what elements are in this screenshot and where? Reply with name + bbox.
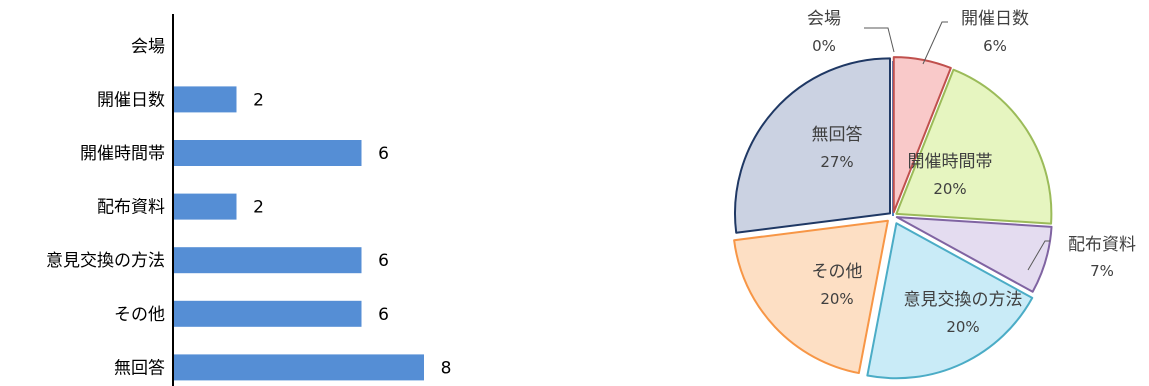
slice-percent-label: 7% — [1090, 262, 1114, 280]
category-tick-label: 開催日数 — [97, 90, 165, 110]
bar — [174, 354, 424, 381]
leader-line — [864, 27, 895, 53]
bar — [174, 140, 362, 166]
slice-category-label: 配布資料 — [1068, 235, 1136, 255]
pie-slice — [895, 68, 1053, 225]
data-label: 6 — [378, 305, 389, 325]
data-label: 8 — [441, 358, 452, 378]
slice-percent-label: 20% — [933, 180, 966, 198]
category-tick-label: 配布資料 — [97, 198, 165, 218]
pie-slice — [892, 56, 952, 214]
pie-slice — [895, 216, 1053, 293]
slice-category-label: 開催時間帯 — [908, 152, 993, 172]
data-label: 6 — [378, 144, 389, 164]
slice-percent-label: 20% — [820, 290, 853, 308]
slice-category-label: 無回答 — [812, 125, 863, 145]
slice-category-label: 意見交換の方法 — [904, 290, 1023, 310]
data-label: 2 — [253, 198, 264, 218]
slice-percent-label: 27% — [820, 153, 853, 171]
slice-percent-label: 20% — [946, 318, 979, 336]
bar — [174, 300, 362, 327]
slice-category-label: 開催日数 — [961, 9, 1029, 29]
data-label: 2 — [253, 90, 264, 110]
slice-category-label: 会場 — [807, 9, 841, 29]
slice-percent-label: 0% — [812, 37, 836, 55]
pie-slice — [866, 222, 1034, 380]
category-tick-label: その他 — [114, 305, 165, 325]
pie-chart: 会場 0% 開催日数 6% 開催時間帯 20% 配布資料 7% 意見交換の方法 20% その他 20%… — [733, 9, 1136, 380]
bar — [174, 247, 362, 274]
bar — [174, 86, 237, 113]
pie-slice — [734, 57, 891, 234]
category-tick-label: 意見交換の方法 — [46, 251, 165, 271]
pie-slice — [733, 219, 889, 375]
leader-line — [1027, 240, 1050, 271]
leader-line — [922, 21, 948, 65]
slice-category-label: その他 — [812, 262, 863, 282]
slice-percent-label: 6% — [983, 37, 1007, 55]
category-tick-label: 開催時間帯 — [80, 144, 165, 164]
bar — [174, 193, 237, 220]
data-label: 6 — [378, 251, 389, 271]
category-tick-label: 会場 — [131, 37, 165, 57]
category-tick-label: 無回答 — [114, 358, 165, 378]
